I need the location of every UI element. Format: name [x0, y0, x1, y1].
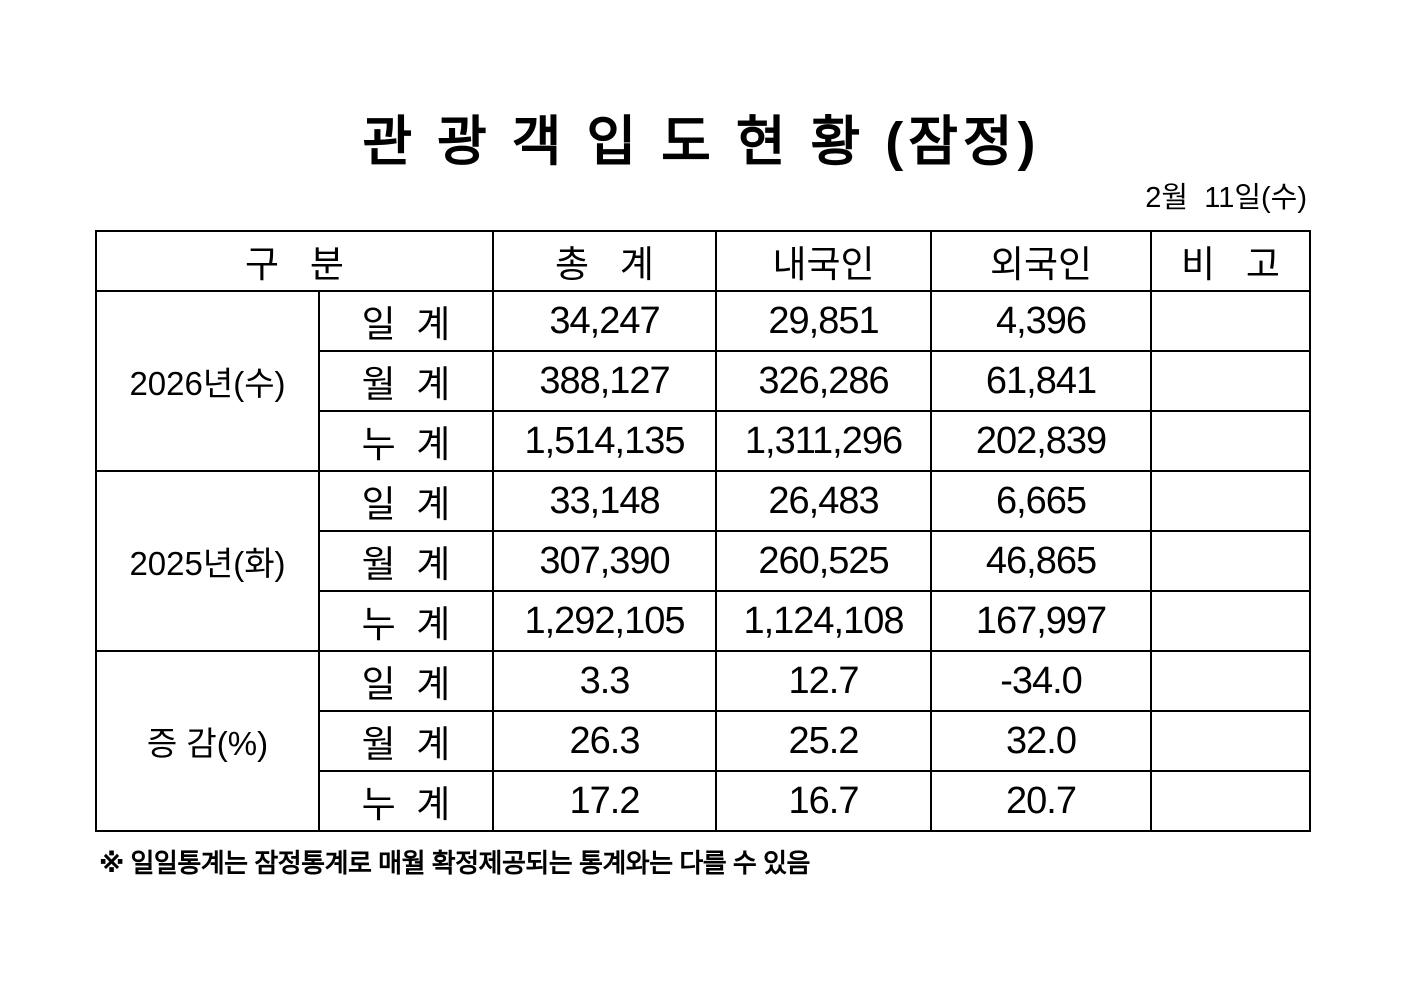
value-domestic: 1,311,296: [715, 410, 932, 472]
note-cell: [1150, 410, 1311, 472]
tourist-arrival-table: 구 분 총 계 내국인 외국인 비 고 2026년(수) 일 계 34,247 …: [95, 230, 1311, 832]
value-total: 17.2: [492, 770, 717, 832]
table-row: 증 감(%) 일 계 3.3 12.7 -34.0: [95, 650, 1311, 832]
value-domestic: 25.2: [715, 710, 932, 772]
table-row: 누 계 1,292,105 1,124,108 167,997: [96, 590, 1311, 652]
value-foreign: 202,839: [930, 410, 1152, 472]
footnote: ※ 일일통계는 잠정통계로 매월 확정제공되는 통계와는 다를 수 있음: [99, 848, 810, 878]
value-domestic: 26,483: [715, 470, 932, 532]
value-foreign: -34.0: [930, 650, 1152, 712]
value-domestic: 16.7: [715, 770, 932, 832]
note-cell: [1150, 290, 1311, 352]
page-title: 관 광 객 입 도 현 황 (잠정): [362, 112, 1041, 172]
group-label-change-pct: 증 감(%): [95, 650, 320, 832]
row-label: 누 계: [318, 770, 494, 832]
header-domestic: 내국인: [715, 230, 932, 292]
row-label: 월 계: [318, 530, 494, 592]
value-total: 33,148: [492, 470, 717, 532]
table-row: 누 계 17.2 16.7 20.7: [96, 770, 1311, 832]
value-foreign: 20.7: [930, 770, 1152, 832]
note-cell: [1150, 350, 1311, 412]
header-foreign: 외국인: [930, 230, 1152, 292]
value-total: 3.3: [492, 650, 717, 712]
table-row: 2025년(화) 일 계 33,148 26,483 6,665: [95, 470, 1311, 652]
group-label-2026: 2026년(수): [95, 290, 320, 472]
row-label: 누 계: [318, 590, 494, 652]
report-date: 2월 11일(수): [1145, 182, 1307, 214]
value-domestic: 12.7: [715, 650, 932, 712]
header-gubun: 구 분: [95, 230, 494, 292]
header-total: 총 계: [492, 230, 717, 292]
group-label-2025: 2025년(화): [95, 470, 320, 652]
table-row: 2026년(수) 일 계 34,247 29,851 4,396: [95, 290, 1311, 472]
header-note: 비 고: [1150, 230, 1311, 292]
note-cell: [1150, 470, 1311, 532]
table-row: 월 계 388,127 326,286 61,841: [96, 350, 1311, 412]
row-label: 일 계: [318, 290, 494, 352]
value-total: 1,514,135: [492, 410, 717, 472]
table-row: 월 계 26.3 25.2 32.0: [96, 710, 1311, 772]
table-row: 누 계 1,514,135 1,311,296 202,839: [96, 410, 1311, 472]
note-cell: [1150, 590, 1311, 652]
value-total: 1,292,105: [492, 590, 717, 652]
note-cell: [1150, 770, 1311, 832]
value-total: 307,390: [492, 530, 717, 592]
row-label: 일 계: [318, 470, 494, 532]
row-label: 일 계: [318, 650, 494, 712]
value-domestic: 326,286: [715, 350, 932, 412]
row-label: 월 계: [318, 350, 494, 412]
note-cell: [1150, 710, 1311, 772]
note-cell: [1150, 530, 1311, 592]
row-label: 누 계: [318, 410, 494, 472]
note-cell: [1150, 650, 1311, 712]
value-domestic: 1,124,108: [715, 590, 932, 652]
row-label: 월 계: [318, 710, 494, 772]
value-domestic: 29,851: [715, 290, 932, 352]
value-foreign: 6,665: [930, 470, 1152, 532]
header-row: 구 분 총 계 내국인 외국인 비 고: [95, 230, 1311, 292]
value-total: 26.3: [492, 710, 717, 772]
value-domestic: 260,525: [715, 530, 932, 592]
value-foreign: 167,997: [930, 590, 1152, 652]
value-foreign: 61,841: [930, 350, 1152, 412]
value-foreign: 46,865: [930, 530, 1152, 592]
value-total: 34,247: [492, 290, 717, 352]
value-foreign: 32.0: [930, 710, 1152, 772]
value-foreign: 4,396: [930, 290, 1152, 352]
value-total: 388,127: [492, 350, 717, 412]
table-row: 월 계 307,390 260,525 46,865: [96, 530, 1311, 592]
